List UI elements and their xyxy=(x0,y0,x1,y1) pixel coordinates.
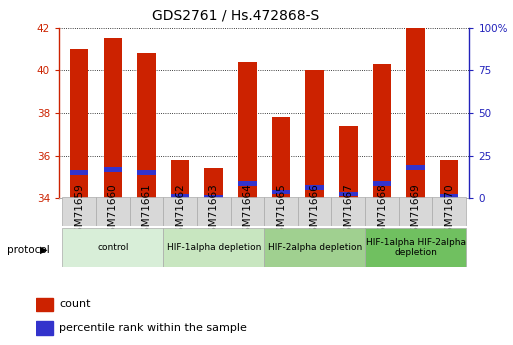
Text: GSM71665: GSM71665 xyxy=(276,183,286,240)
Bar xyxy=(171,194,189,199)
Bar xyxy=(163,228,264,267)
Bar xyxy=(305,185,324,190)
Bar xyxy=(36,298,53,311)
Bar xyxy=(372,181,391,186)
Bar xyxy=(264,228,365,267)
Text: HIF-1alpha depletion: HIF-1alpha depletion xyxy=(167,243,261,252)
Bar xyxy=(70,170,88,175)
Text: GSM71666: GSM71666 xyxy=(310,183,320,240)
Text: GSM71662: GSM71662 xyxy=(175,183,185,240)
Text: GDS2761 / Hs.472868-S: GDS2761 / Hs.472868-S xyxy=(152,9,320,23)
Bar xyxy=(298,197,331,226)
Text: GSM71659: GSM71659 xyxy=(74,183,84,240)
Text: GSM71661: GSM71661 xyxy=(142,183,151,240)
Bar xyxy=(238,62,256,198)
Text: percentile rank within the sample: percentile rank within the sample xyxy=(59,323,247,333)
Bar xyxy=(264,197,298,226)
Bar xyxy=(372,64,391,198)
Bar xyxy=(331,197,365,226)
Bar xyxy=(339,192,358,196)
Bar xyxy=(440,160,459,198)
Text: GSM71667: GSM71667 xyxy=(343,183,353,240)
Bar xyxy=(63,197,96,226)
Text: GSM71660: GSM71660 xyxy=(108,183,118,240)
Bar xyxy=(163,197,197,226)
Text: control: control xyxy=(97,243,129,252)
Bar xyxy=(137,170,156,175)
Text: GSM71669: GSM71669 xyxy=(410,183,421,240)
Text: ▶: ▶ xyxy=(40,245,48,255)
Text: GSM71668: GSM71668 xyxy=(377,183,387,240)
Bar xyxy=(137,53,156,198)
Bar xyxy=(197,197,230,226)
Bar xyxy=(230,197,264,226)
Bar xyxy=(205,195,223,200)
Text: protocol: protocol xyxy=(7,245,49,255)
Bar xyxy=(399,197,432,226)
Bar xyxy=(339,126,358,198)
Text: GSM71663: GSM71663 xyxy=(209,183,219,240)
Bar xyxy=(305,70,324,198)
Bar xyxy=(205,168,223,198)
Bar xyxy=(272,117,290,198)
Bar xyxy=(130,197,163,226)
Bar xyxy=(171,160,189,198)
Bar xyxy=(406,165,425,170)
Bar xyxy=(70,49,88,198)
Text: GSM71664: GSM71664 xyxy=(242,183,252,240)
Bar xyxy=(432,197,466,226)
Bar xyxy=(104,167,122,172)
Bar xyxy=(365,228,466,267)
Bar xyxy=(104,38,122,198)
Bar xyxy=(365,197,399,226)
Text: count: count xyxy=(59,299,90,309)
Bar xyxy=(238,181,256,186)
Bar xyxy=(272,190,290,194)
Text: HIF-2alpha depletion: HIF-2alpha depletion xyxy=(267,243,362,252)
Text: HIF-1alpha HIF-2alpha
depletion: HIF-1alpha HIF-2alpha depletion xyxy=(366,238,466,257)
Bar xyxy=(440,194,459,199)
Bar xyxy=(36,321,53,335)
Bar xyxy=(406,28,425,198)
Text: GSM71670: GSM71670 xyxy=(444,183,454,240)
Bar xyxy=(63,228,163,267)
Bar xyxy=(96,197,130,226)
